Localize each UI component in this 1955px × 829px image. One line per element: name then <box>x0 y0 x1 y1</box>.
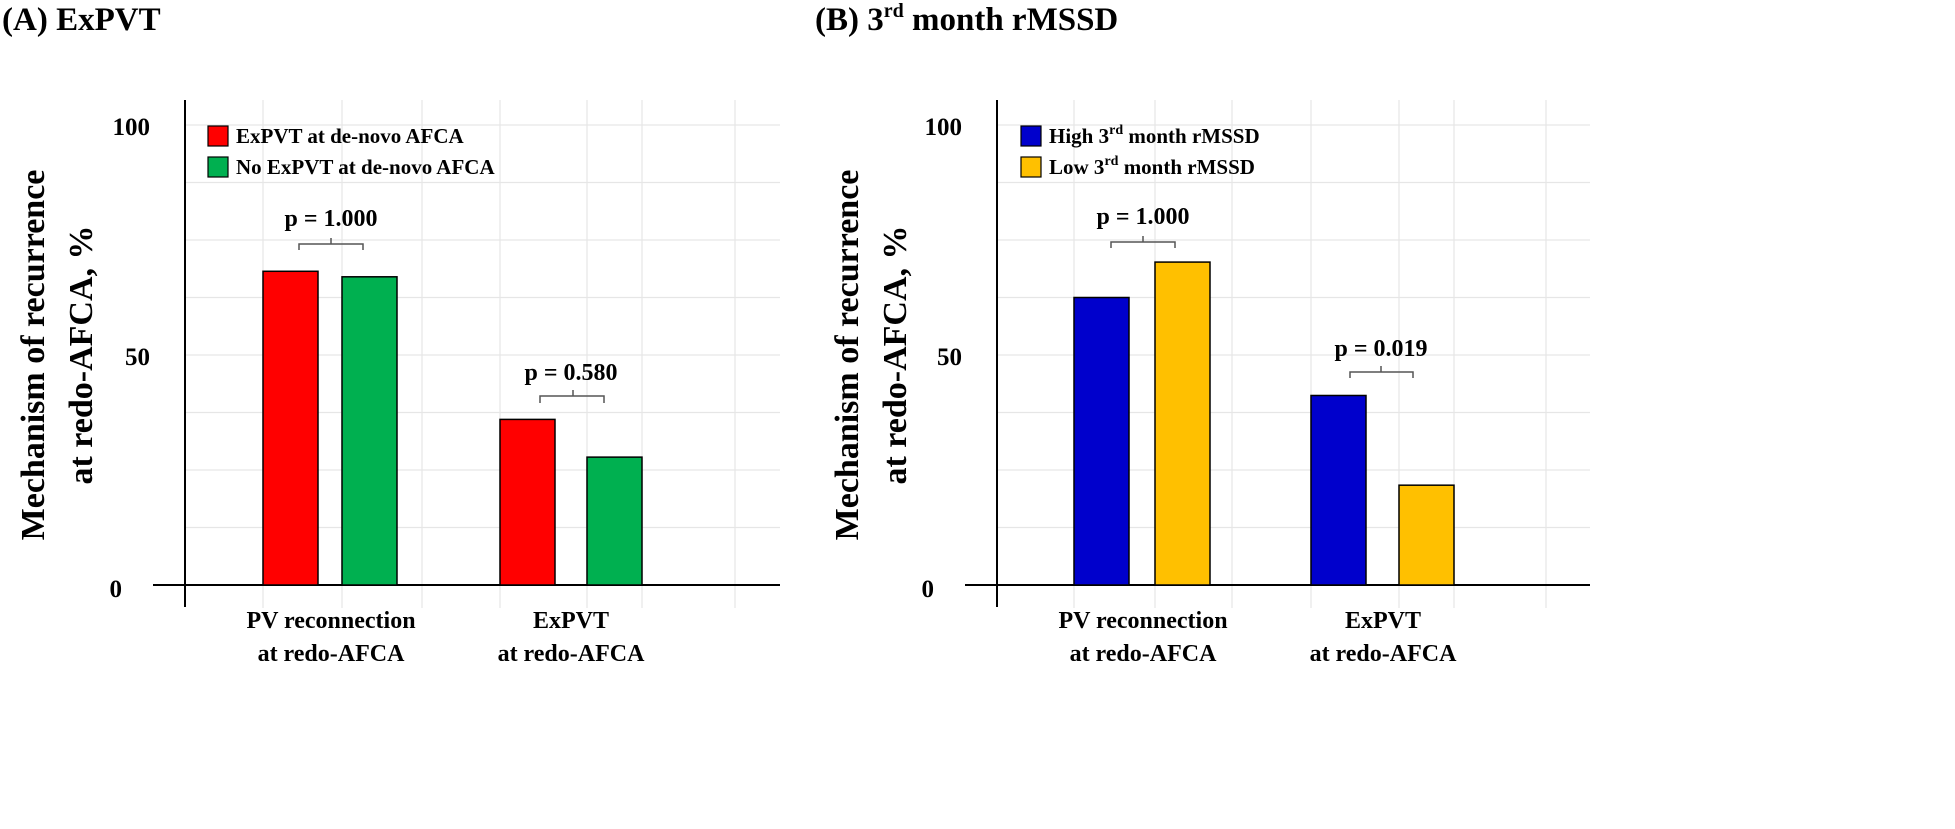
panel-b-bar-pv-series2 <box>1154 261 1211 586</box>
panel-b-xtick-expvt-line2: at redo-AFCA <box>1310 641 1458 667</box>
panel-a-ylabel-line1: Mechanism of recurrence <box>15 170 52 541</box>
panel-b: (B) 3rd month rMSSD Mechanism of recurre… <box>815 0 1590 667</box>
panel-a-bar-pv-series2 <box>341 276 398 586</box>
panel-a-legend-swatch-2 <box>207 156 229 178</box>
panel-a-ylabel-line2: at redo-AFCA, % <box>63 225 100 484</box>
panel-a-xtick-pv-line1: PV reconnection <box>246 608 415 634</box>
panel-a-bar-expvt-series2 <box>586 456 643 586</box>
panel-a-bar-pv-series1 <box>262 270 319 586</box>
panel-b-legend-swatch-2 <box>1020 156 1042 178</box>
panel-a-bar-expvt-series1 <box>499 418 556 586</box>
panel-b-bracket-pv <box>1110 236 1176 248</box>
panel-a-bracket-expvt <box>539 390 605 403</box>
panel-b-title: (B) 3rd month rMSSD <box>815 0 1118 38</box>
panel-b-xtick-pv-line2: at redo-AFCA <box>1070 641 1218 667</box>
panel-b-bar-expvt-series1 <box>1310 394 1367 586</box>
panel-a-xtick-pv-line2: at redo-AFCA <box>258 641 406 667</box>
panel-b-legend: High 3rd month rMSSD Low 3rd month rMSSD <box>1020 123 1260 179</box>
panel-b-legend-label-2: Low 3rd month rMSSD <box>1049 154 1255 179</box>
panel-b-bar-pv-series1 <box>1073 296 1130 586</box>
panel-a-xtick-expvt-line1: ExPVT <box>533 608 609 634</box>
panel-b-ytick-0: 0 <box>922 576 935 603</box>
panel-b-xtick-expvt-line1: ExPVT <box>1345 608 1421 634</box>
panel-a-legend-label-2: No ExPVT at de-novo AFCA <box>236 155 495 179</box>
panel-a-title: (A) ExPVT <box>2 2 161 38</box>
panel-a-ytick-100: 100 <box>113 114 151 141</box>
panel-b-ylabel-line1: Mechanism of recurrence <box>829 170 866 541</box>
panel-a-pvalue-expvt: p = 0.580 <box>524 360 617 386</box>
panel-b-ytick-100: 100 <box>925 114 963 141</box>
panel-b-pvalue-pv: p = 1.000 <box>1096 204 1189 230</box>
panel-b-ylabel-line2: at redo-AFCA, % <box>877 225 914 484</box>
panel-a-xtick-expvt-line2: at redo-AFCA <box>498 641 646 667</box>
panel-a-legend: ExPVT at de-novo AFCA No ExPVT at de-nov… <box>207 124 495 179</box>
panel-a-ytick-0: 0 <box>110 576 123 603</box>
panel-a-ytick-50: 50 <box>125 344 150 371</box>
panel-b-bracket-expvt <box>1349 366 1414 378</box>
panel-a-legend-swatch-1 <box>207 125 229 147</box>
panel-b-legend-label-1: High 3rd month rMSSD <box>1049 123 1260 148</box>
panel-a: (A) ExPVT Mechanism of recurrence at red… <box>2 2 780 667</box>
panel-a-pvalue-pv: p = 1.000 <box>284 206 377 232</box>
panel-b-xtick-pv-line1: PV reconnection <box>1058 608 1227 634</box>
panel-b-pvalue-expvt: p = 0.019 <box>1334 336 1427 362</box>
panel-a-legend-label-1: ExPVT at de-novo AFCA <box>236 124 465 148</box>
panel-b-bar-expvt-series2 <box>1398 484 1455 586</box>
panel-b-ytick-50: 50 <box>937 344 962 371</box>
panel-b-legend-swatch-1 <box>1020 125 1042 147</box>
panel-a-bracket-pv <box>298 238 364 250</box>
